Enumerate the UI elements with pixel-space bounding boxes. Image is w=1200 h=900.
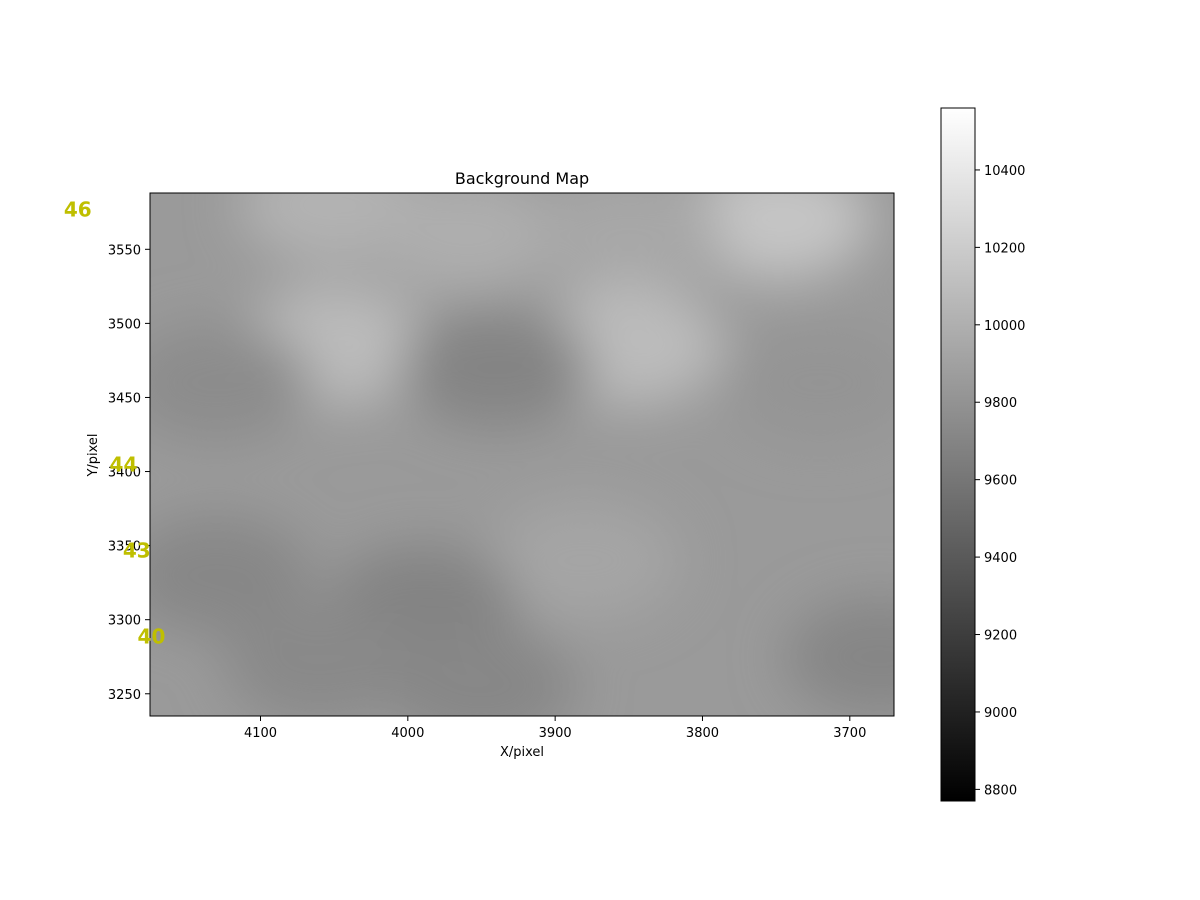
- heatmap-feature-8: [725, 322, 894, 443]
- colorbar-tick-label: 10200: [984, 241, 1025, 256]
- x-tick-label: 4000: [391, 726, 424, 741]
- y-axis: 3250 3300 3350 3400 3450 3500 3550: [108, 243, 150, 703]
- colorbar-tick-label: 9200: [984, 629, 1017, 644]
- y-tick-label: 3500: [108, 317, 141, 332]
- annotation-label: 40: [138, 624, 166, 648]
- heatmap-feature-10: [150, 515, 312, 636]
- colorbar-tick-label: 9600: [984, 474, 1017, 489]
- colorbar-axis: 8800 9000 9200 9400 9600 9800 10000 10200 10400: [975, 164, 1025, 798]
- y-axis-label: Y/pixel: [86, 433, 101, 477]
- heatmap-feature-13: [386, 626, 577, 716]
- x-axis-label: X/pixel: [500, 745, 544, 760]
- y-tick-label: 3250: [108, 688, 141, 703]
- colorbar: [940, 107, 976, 802]
- x-tick-label: 3700: [833, 726, 866, 741]
- annotation-label: 44: [110, 453, 138, 477]
- colorbar-tick-label: 9400: [984, 551, 1017, 566]
- heatmap-feature-3: [533, 193, 724, 295]
- plot-frame: [149, 192, 895, 717]
- x-tick-label: 3900: [539, 726, 572, 741]
- colorbar-tick-label: 9000: [984, 706, 1017, 721]
- heatmap-feature-9: [489, 500, 680, 621]
- x-axis: 4100 4000 3900 3800 3700: [244, 716, 866, 741]
- colorbar-tick-label: 10000: [984, 319, 1025, 334]
- x-tick-label: 4100: [244, 726, 277, 741]
- heatmap-feature-12: [224, 604, 415, 716]
- annotation-label: 43: [123, 538, 151, 562]
- colorbar-tick-label: 9800: [984, 396, 1017, 411]
- x-tick-label: 3800: [686, 726, 719, 741]
- chart-title: Background Map: [455, 169, 589, 188]
- y-tick-label: 3400: [108, 466, 141, 481]
- heatmap-feature-6: [150, 322, 312, 443]
- colorbar-tick-label: 8800: [984, 783, 1017, 798]
- heatmap-feature-14: [784, 596, 894, 716]
- colorbar-tick-label: 10400: [984, 164, 1025, 179]
- heatmap-feature-2: [371, 193, 562, 295]
- heatmap-image: [150, 193, 894, 716]
- heatmap-feature-7: [401, 307, 592, 428]
- y-tick-label: 3300: [108, 614, 141, 629]
- y-tick-label: 3550: [108, 243, 141, 258]
- y-tick-label: 3350: [108, 540, 141, 555]
- annotation-label: 46: [64, 198, 92, 222]
- y-tick-label: 3450: [108, 391, 141, 406]
- annotations: 46 44 43 40: [64, 198, 166, 649]
- heatmap-feature-0: [681, 193, 872, 280]
